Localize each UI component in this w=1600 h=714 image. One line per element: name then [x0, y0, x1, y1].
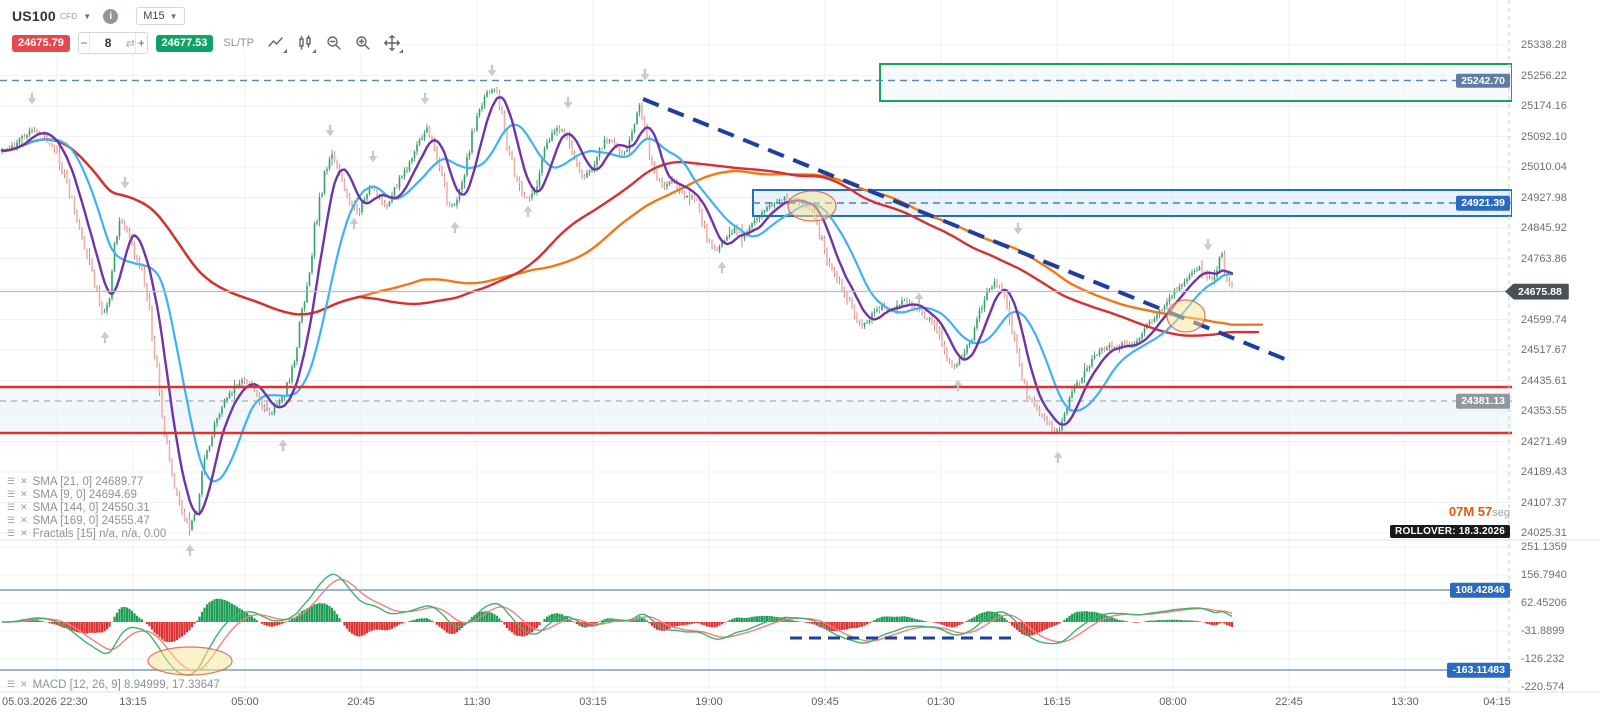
time-axis-label: 22:45 — [1275, 696, 1303, 708]
indicator-row-sma21: ☰ ✕ SMA [21, 0] 24689.77 — [7, 475, 143, 488]
price-axis-label: 24763.86 — [1521, 252, 1567, 265]
timeframe-selector[interactable]: M15 ▼ — [136, 7, 185, 25]
price-axis-label: 24025.31 — [1521, 527, 1567, 539]
price-axis-label: 24517.67 — [1521, 344, 1567, 356]
price-axis-label: 25010.04 — [1521, 161, 1567, 173]
support-mid-price-badge: 24381.13 — [1456, 393, 1510, 409]
symbol-dropdown-caret[interactable]: ▼ — [83, 11, 92, 21]
price-axis-label: 25256.22 — [1521, 69, 1567, 82]
line-chart-type-icon[interactable] — [268, 35, 287, 53]
price-axis-label: 25338.28 — [1521, 39, 1567, 51]
time-axis-label: 13:15 — [119, 696, 147, 708]
time-axis-label: 19:00 — [695, 696, 723, 708]
indicator-settings-icon[interactable]: ☰ — [7, 489, 16, 499]
indicator-label: SMA [144, 0] 24550.31 — [32, 501, 150, 514]
zoom-in-icon[interactable] — [355, 35, 371, 51]
chart-tools — [268, 35, 403, 53]
sync-icon[interactable]: ⇄ — [125, 37, 135, 50]
sell-price-button[interactable]: 24675.79 — [12, 34, 70, 52]
volume-stepper: − 8 ⇄ + — [77, 32, 148, 54]
price-axis-label: 24189.43 — [1521, 466, 1567, 478]
dropdown-corner-mark — [399, 49, 403, 53]
rollover-countdown: 07M 57 — [1448, 504, 1493, 519]
indicator-remove-icon[interactable]: ✕ — [20, 476, 28, 486]
toolbar: US100 CFD ▼ i M15 ▼ 24675.79 − 8 ⇄ + 246… — [0, 0, 403, 55]
zoom-out-icon[interactable] — [326, 35, 342, 51]
time-axis-label: 13:30 — [1391, 696, 1419, 708]
indicator-remove-icon[interactable]: ✕ — [20, 528, 28, 538]
price-axis-label: -31.8899 — [1521, 625, 1565, 637]
indicator-settings-icon[interactable]: ☰ — [7, 515, 16, 525]
time-axis-label: 20:45 — [347, 696, 375, 708]
candle-chart-type-icon[interactable] — [297, 35, 316, 53]
indicator-label: SMA [169, 0] 24555.47 — [32, 514, 150, 527]
price-axis-label: 62.45206 — [1521, 597, 1567, 609]
indicator-remove-icon[interactable]: ✕ — [20, 515, 28, 525]
time-axis-label: 05.03.2026 22:30 — [2, 696, 88, 708]
price-axis-label: 24845.92 — [1521, 222, 1567, 234]
price-axis-label: 24927.98 — [1521, 191, 1567, 204]
buy-price-button[interactable]: 24677.53 — [155, 34, 214, 52]
time-axis-label: 11:30 — [463, 696, 491, 708]
timeframe-caret: ▼ — [169, 11, 178, 21]
resistance-upper-price-badge: 25242.70 — [1456, 73, 1510, 88]
info-icon[interactable]: i — [103, 8, 119, 24]
rollover-date-badge: ROLLOVER: 18.3.2026 — [1390, 525, 1510, 538]
time-axis-label: 09:45 — [811, 696, 839, 708]
indicator-row-fractals: ☰ ✕ Fractals [15] n/a, n/a, 0.00 — [7, 527, 166, 540]
macd-upper-level-badge: 108.42846 — [1450, 582, 1510, 598]
indicator-row-sma169: ☰ ✕ SMA [169, 0] 24555.47 — [7, 514, 150, 527]
sltp-button[interactable]: SL/TP — [223, 37, 254, 49]
indicator-settings-icon[interactable]: ☰ — [7, 528, 16, 538]
price-axis-label: 24353.55 — [1521, 405, 1567, 417]
price-axis-label: 25174.16 — [1521, 100, 1567, 112]
time-axis-label: 16:15 — [1043, 696, 1071, 708]
volume-value[interactable]: 8 — [104, 36, 112, 50]
volume-decrease-button[interactable]: − — [78, 33, 91, 53]
price-axis-label: 24271.49 — [1521, 435, 1567, 448]
price-axis-label: -220.574 — [1521, 681, 1565, 693]
price-axis-label: 24435.61 — [1521, 374, 1567, 387]
time-axis-label: 08:00 — [1159, 696, 1187, 708]
indicator-label: MACD [12, 26, 9] 8.94999, 17.33647 — [32, 678, 220, 691]
symbol-type-label: CFD — [59, 11, 78, 21]
symbol-name[interactable]: US100 — [12, 8, 56, 24]
indicator-settings-icon[interactable]: ☰ — [7, 476, 16, 486]
price-axis-label: 24107.37 — [1521, 496, 1567, 509]
indicator-row-sma9: ☰ ✕ SMA [9, 0] 24694.69 — [7, 488, 137, 501]
timeframe-value: M15 — [143, 10, 165, 22]
indicator-remove-icon[interactable]: ✕ — [20, 502, 28, 512]
price-axis-label: 156.7940 — [1521, 569, 1567, 581]
dropdown-corner-mark — [312, 49, 316, 53]
time-axis-label: 04:15 — [1483, 696, 1511, 708]
rollover-countdown-unit: seg — [1492, 507, 1510, 519]
volume-increase-button[interactable]: + — [134, 33, 147, 53]
current-price-badge: 24675.88 — [1505, 283, 1569, 300]
dropdown-corner-mark — [283, 49, 287, 53]
indicator-row-macd: ☰ ✕ MACD [12, 26, 9] 8.94999, 17.33647 — [7, 678, 220, 691]
time-axis-label: 01:30 — [927, 696, 955, 708]
order-row: 24675.79 − 8 ⇄ + 24677.53 SL/TP — [0, 26, 403, 55]
indicator-label: SMA [9, 0] 24694.69 — [32, 488, 137, 501]
indicator-remove-icon[interactable]: ✕ — [20, 679, 28, 689]
indicator-settings-icon[interactable]: ☰ — [7, 502, 16, 512]
time-axis-label: 03:15 — [579, 696, 607, 708]
indicator-remove-icon[interactable]: ✕ — [20, 489, 28, 499]
indicator-label: SMA [21, 0] 24689.77 — [32, 475, 144, 488]
rollover-info: 07M 57seg ROLLOVER: 18.3.2026 — [1390, 503, 1510, 539]
time-axis-label: 05:00 — [231, 696, 259, 708]
macd-lower-level-badge: -163.11483 — [1447, 662, 1510, 678]
indicator-settings-icon[interactable]: ☰ — [7, 679, 16, 689]
resistance-mid-price-badge: 24921.39 — [1456, 195, 1510, 211]
instrument-row: US100 CFD ▼ i M15 ▼ — [0, 0, 400, 26]
indicator-row-sma144: ☰ ✕ SMA [144, 0] 24550.31 — [7, 501, 150, 514]
price-axis-label: -126.232 — [1521, 653, 1565, 665]
price-axis-label: 251.1359 — [1521, 541, 1567, 553]
indicator-label: Fractals [15] n/a, n/a, 0.00 — [32, 527, 167, 540]
price-axis-label: 25092.10 — [1521, 130, 1567, 143]
crosshair-move-icon[interactable] — [384, 35, 403, 53]
price-axis-label: 24599.74 — [1521, 313, 1567, 326]
